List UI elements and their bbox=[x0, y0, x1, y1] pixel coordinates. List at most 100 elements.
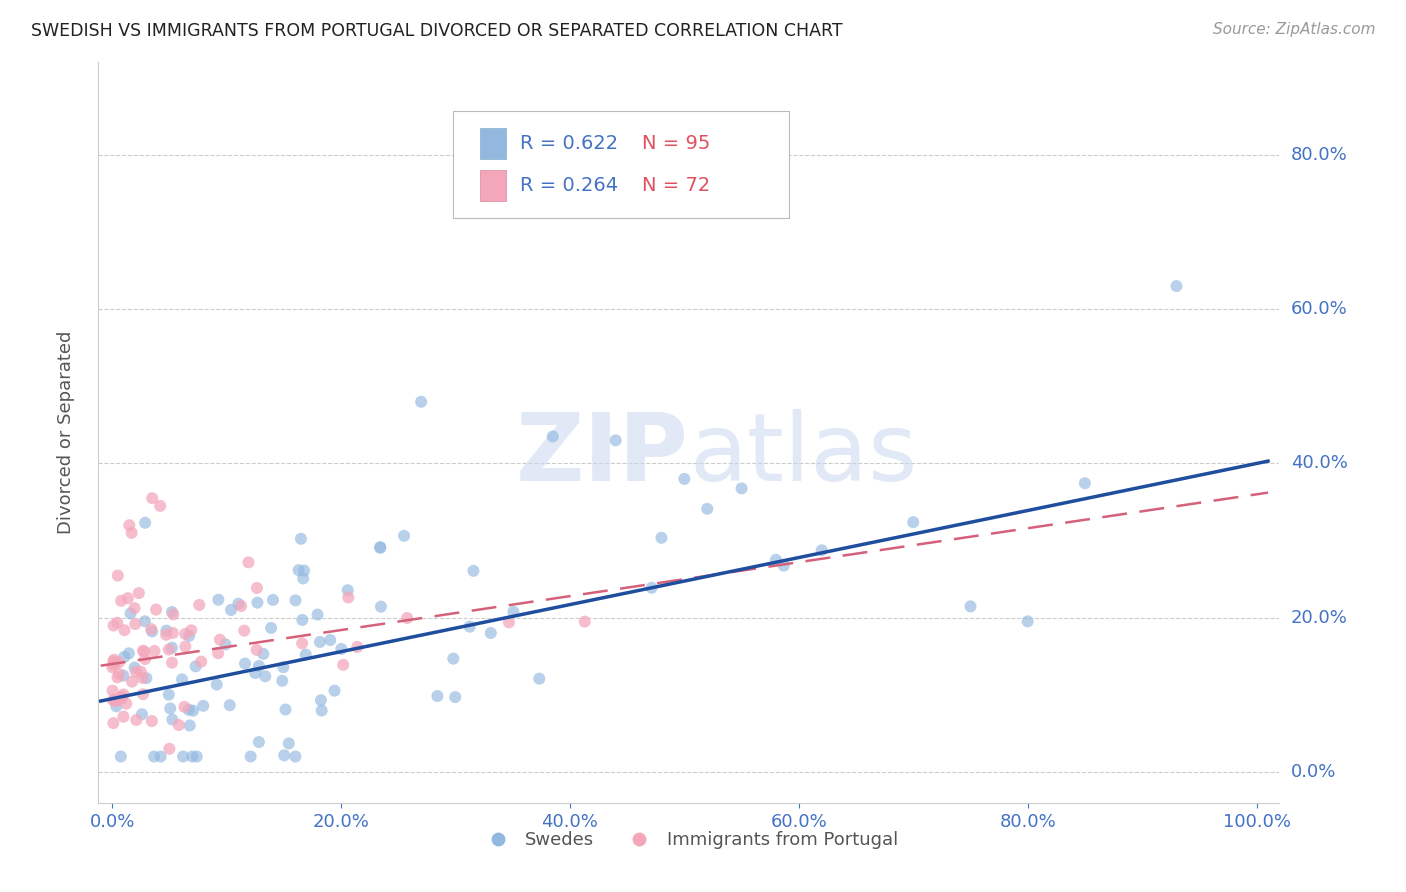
Point bbox=[110, 691, 132, 706]
Point bbox=[284, 749, 307, 764]
Y-axis label: Divorced or Separated: Divorced or Separated bbox=[56, 331, 75, 534]
Point bbox=[157, 642, 180, 657]
Point bbox=[108, 667, 131, 681]
Point bbox=[208, 632, 231, 647]
FancyBboxPatch shape bbox=[453, 111, 789, 218]
Legend: Swedes, Immigrants from Portugal: Swedes, Immigrants from Portugal bbox=[472, 824, 905, 856]
Point bbox=[103, 693, 125, 707]
Point bbox=[125, 713, 148, 727]
Point bbox=[157, 741, 180, 756]
Point bbox=[184, 659, 207, 673]
Point bbox=[141, 491, 163, 505]
Point bbox=[441, 651, 464, 665]
Point bbox=[177, 629, 200, 643]
Point bbox=[650, 531, 672, 545]
Point bbox=[238, 555, 260, 569]
Point bbox=[502, 605, 524, 619]
Point bbox=[112, 649, 135, 664]
Point bbox=[181, 704, 204, 718]
Point bbox=[284, 593, 307, 607]
Point bbox=[115, 697, 138, 711]
Point bbox=[103, 618, 125, 632]
Point bbox=[370, 599, 392, 614]
Text: SWEDISH VS IMMIGRANTS FROM PORTUGAL DIVORCED OR SEPARATED CORRELATION CHART: SWEDISH VS IMMIGRANTS FROM PORTUGAL DIVO… bbox=[31, 22, 842, 40]
Point bbox=[246, 581, 269, 595]
Point bbox=[118, 518, 141, 533]
Text: 80.0%: 80.0% bbox=[1291, 146, 1347, 164]
Point bbox=[307, 607, 329, 622]
Point bbox=[141, 622, 163, 636]
Point bbox=[110, 690, 132, 704]
Point bbox=[271, 673, 294, 688]
Text: R = 0.622: R = 0.622 bbox=[520, 134, 619, 153]
Point bbox=[110, 594, 132, 608]
Point bbox=[129, 665, 152, 679]
Point bbox=[105, 694, 128, 708]
Text: N = 72: N = 72 bbox=[641, 176, 710, 194]
Point bbox=[765, 553, 787, 567]
Point bbox=[247, 659, 270, 673]
Point bbox=[411, 394, 433, 409]
Point bbox=[229, 599, 252, 613]
Point bbox=[696, 501, 718, 516]
Point bbox=[149, 499, 172, 513]
Point bbox=[233, 624, 256, 638]
Text: R = 0.264: R = 0.264 bbox=[520, 176, 619, 194]
Point bbox=[172, 749, 194, 764]
Point bbox=[181, 749, 204, 764]
Point bbox=[323, 683, 346, 698]
Point bbox=[167, 718, 190, 732]
Point bbox=[574, 615, 596, 629]
Point bbox=[479, 626, 502, 640]
Point bbox=[157, 688, 180, 702]
Point bbox=[292, 571, 315, 585]
Point bbox=[159, 701, 181, 715]
Point bbox=[112, 709, 135, 723]
Point bbox=[260, 621, 283, 635]
Text: Source: ZipAtlas.com: Source: ZipAtlas.com bbox=[1212, 22, 1375, 37]
Point bbox=[124, 660, 146, 674]
Point bbox=[112, 668, 135, 682]
Point bbox=[134, 516, 156, 530]
Point bbox=[291, 636, 314, 650]
Bar bbox=[479, 169, 506, 201]
Point bbox=[117, 591, 139, 606]
Point bbox=[1074, 476, 1097, 491]
Point bbox=[233, 657, 256, 671]
Point bbox=[444, 690, 467, 704]
Point bbox=[1166, 279, 1188, 293]
Point bbox=[111, 691, 134, 706]
Point bbox=[290, 532, 312, 546]
Point bbox=[246, 643, 269, 657]
Text: 60.0%: 60.0% bbox=[1291, 301, 1347, 318]
Point bbox=[173, 699, 195, 714]
Point bbox=[228, 597, 250, 611]
Bar bbox=[479, 128, 506, 159]
Point bbox=[143, 749, 166, 764]
Point bbox=[346, 640, 368, 654]
Point bbox=[143, 644, 166, 658]
Point bbox=[107, 568, 129, 582]
Point bbox=[160, 640, 183, 655]
Point bbox=[103, 653, 125, 667]
Point bbox=[309, 635, 332, 649]
Point bbox=[277, 736, 299, 750]
Point bbox=[155, 624, 177, 638]
Point bbox=[207, 646, 229, 660]
Point bbox=[309, 693, 332, 707]
Point bbox=[114, 623, 136, 637]
Point bbox=[124, 617, 146, 632]
Text: 0.0%: 0.0% bbox=[1291, 763, 1336, 781]
Point bbox=[134, 644, 156, 658]
Point bbox=[131, 671, 153, 685]
Point bbox=[145, 602, 167, 616]
Point bbox=[179, 718, 201, 732]
Point bbox=[463, 564, 485, 578]
Point bbox=[132, 644, 155, 658]
Point bbox=[193, 698, 215, 713]
Point bbox=[319, 633, 342, 648]
Point bbox=[108, 655, 131, 669]
Point bbox=[105, 615, 128, 630]
Point bbox=[368, 541, 391, 555]
Point bbox=[103, 654, 125, 668]
